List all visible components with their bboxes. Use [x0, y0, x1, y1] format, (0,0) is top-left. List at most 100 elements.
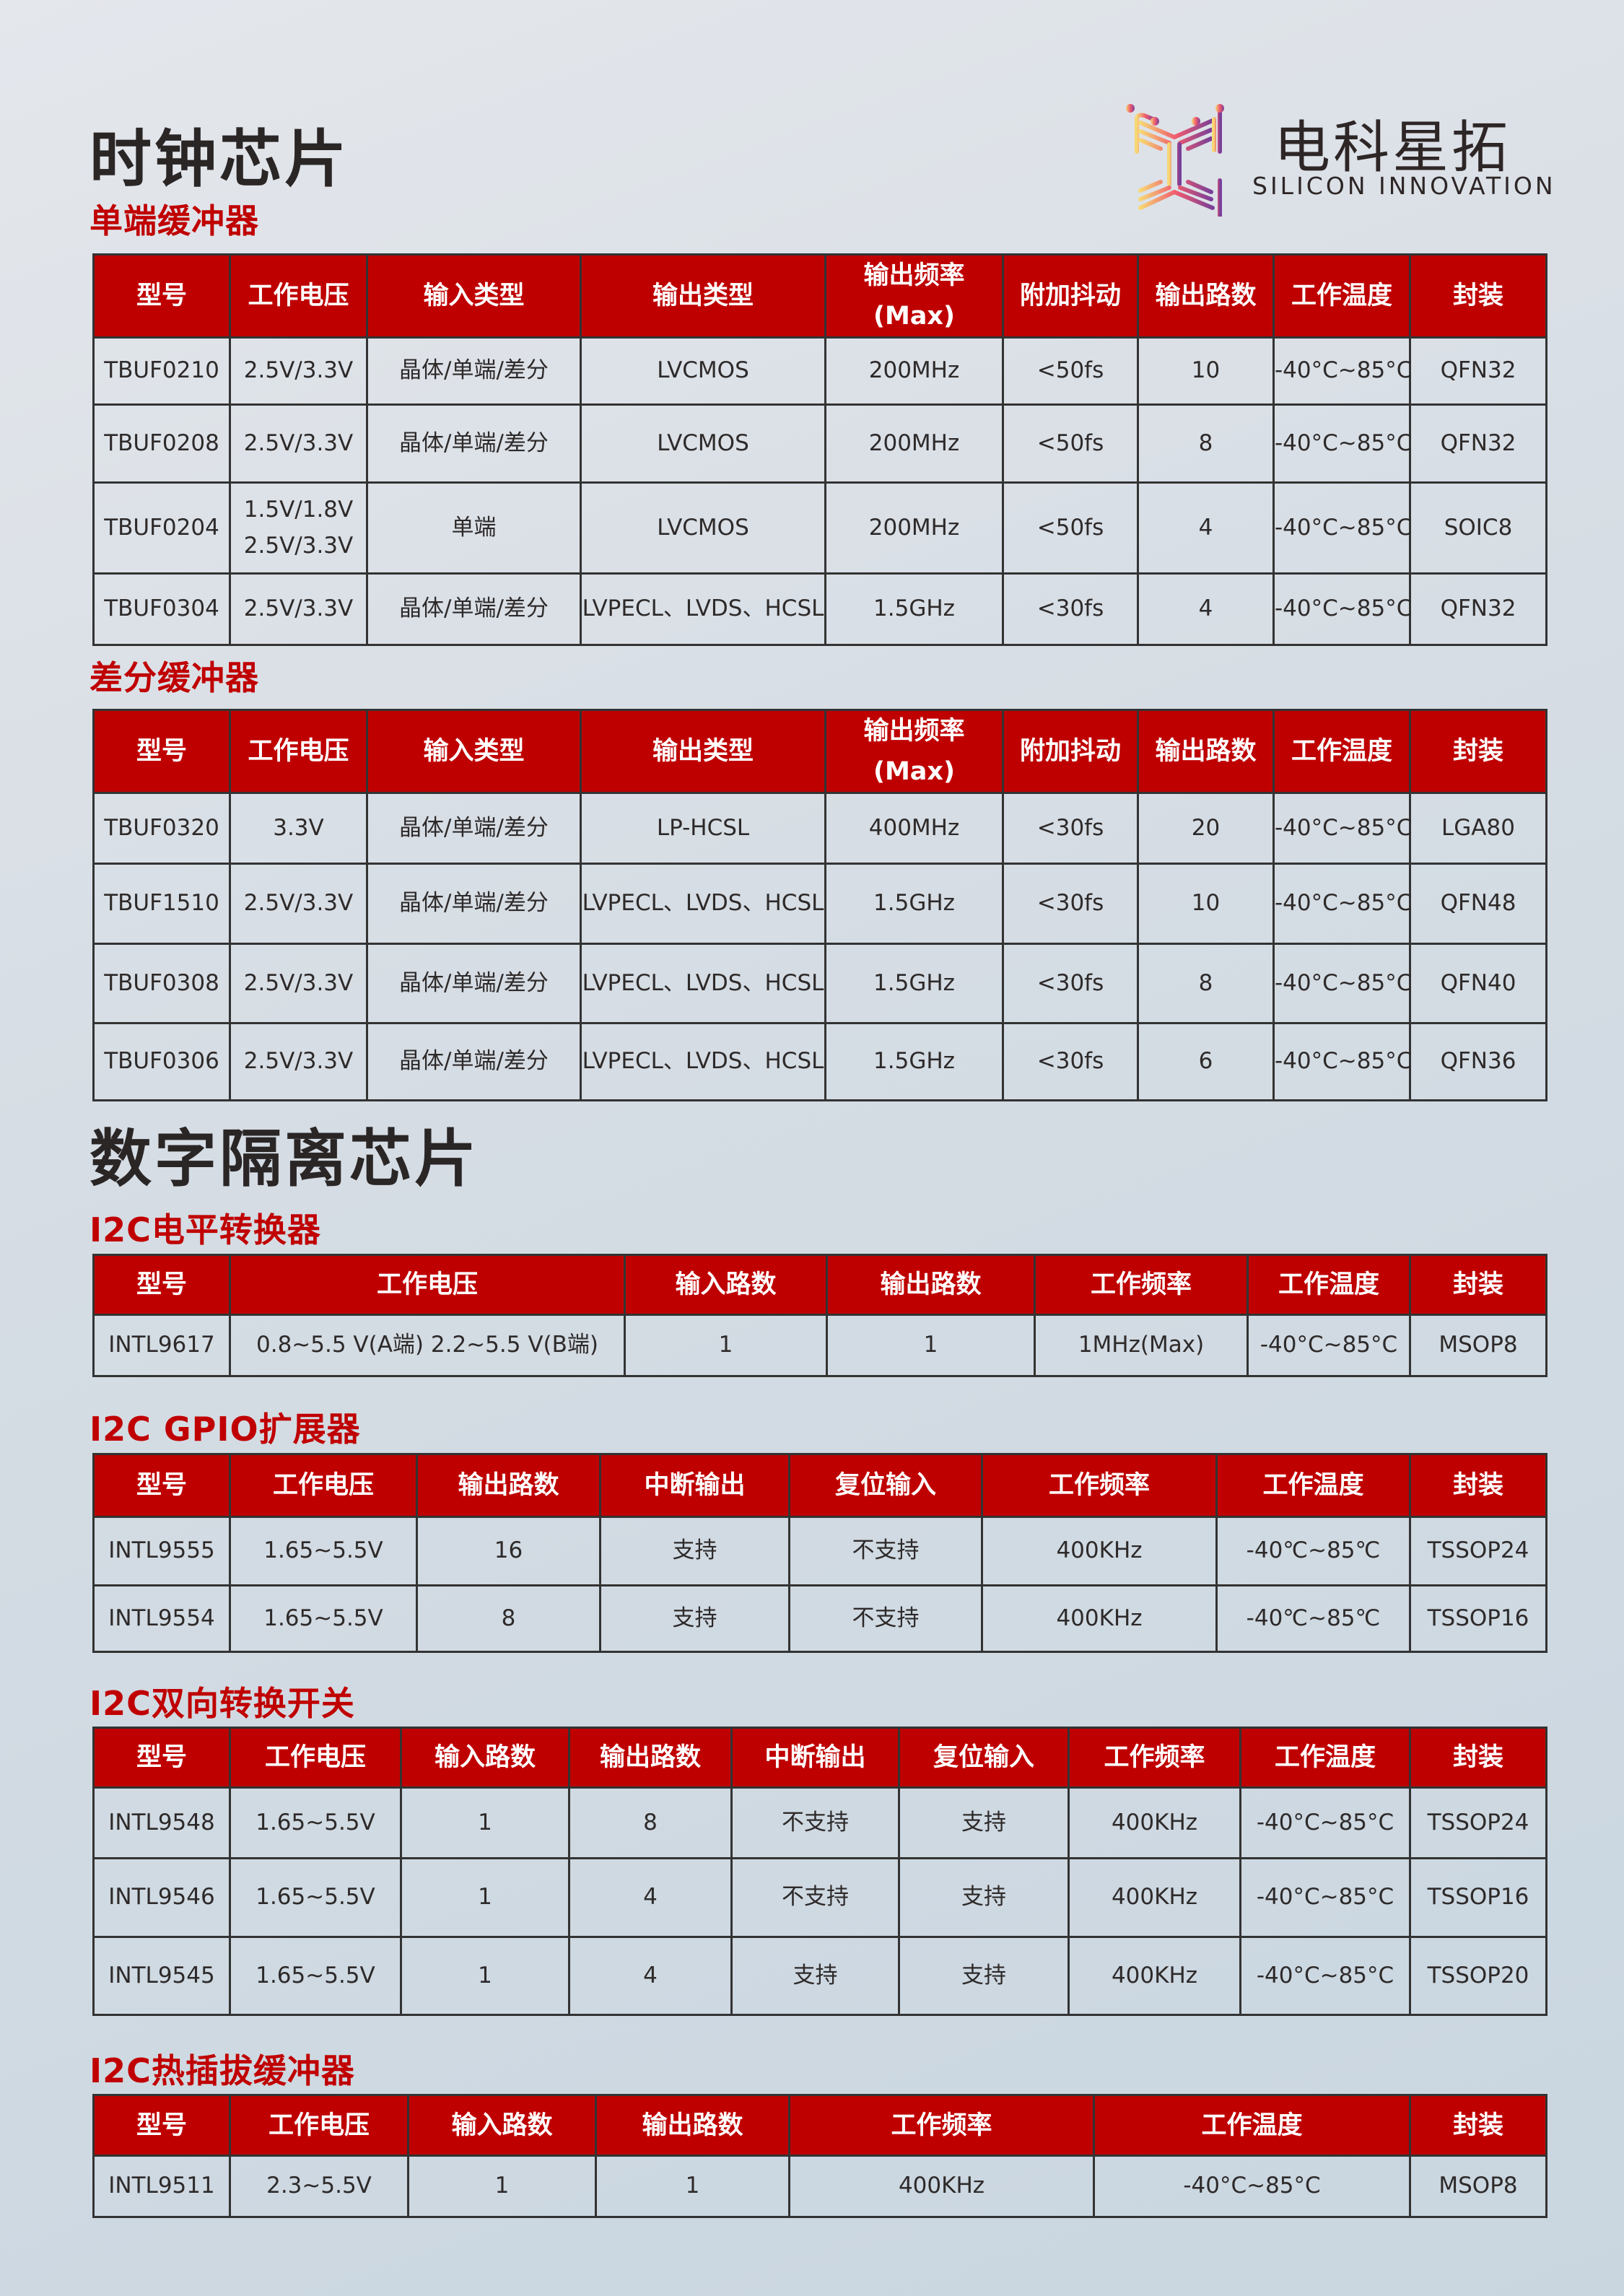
table-cell: QFN32 [1409, 336, 1547, 406]
table-cell: 2.5V/3.3V [229, 863, 368, 945]
table-cell: -40°C~85°C [1272, 572, 1412, 646]
column-header: 工作电压 [229, 1453, 418, 1518]
table-cell: 支持 [898, 1786, 1070, 1859]
table-cell: -40°C~85°C [1272, 943, 1412, 1024]
column-header: 封装 [1409, 709, 1547, 794]
table-cell: 支持 [730, 1936, 900, 2016]
table-cell: 1.65~5.5V [229, 1786, 402, 1859]
column-header: 工作温度 [1272, 709, 1411, 794]
column-header: 工作频率 [1068, 1727, 1241, 1789]
table-cell: 1 [407, 2155, 597, 2218]
table-row: TBUF0308 2.5V/3.3V 晶体/单端/差分 LVPECL、LVDS、HCS… [92, 943, 1547, 1024]
subsection-title: 差分缓冲器 [90, 658, 259, 697]
section-title: 时钟芯片 [90, 123, 349, 196]
table-header-row: 型号 工作电压 输出路数 中断输出 复位输入 工作频率 工作温度 封装 [92, 1453, 1547, 1518]
column-header: 复位输入 [788, 1453, 983, 1518]
table-cell: 8 [1137, 403, 1275, 484]
table-cell: INTL9545 [92, 1936, 231, 2016]
table-cell: -40°C~85°C [1272, 403, 1412, 484]
subsection-title: I2C电平转换器 [90, 1210, 321, 1249]
table-cell: 8 [568, 1786, 733, 1859]
table-row: TBUF0208 2.5V/3.3V 晶体/单端/差分 LVCMOS 200MHz <50… [92, 403, 1547, 484]
column-header: 封装 [1409, 253, 1547, 339]
table-cell: LVPECL、LVDS、HCSL [580, 1022, 826, 1101]
table-cell: INTL9548 [92, 1786, 231, 1859]
spec-table: 型号 工作电压 输出路数 中断输出 复位输入 工作频率 工作温度 封装 INTL9555 1.65… [92, 1453, 1547, 1653]
table-cell: 1 [826, 1314, 1036, 1377]
table-cell: 晶体/单端/差分 [366, 1022, 582, 1101]
table-cell: 1.65~5.5V [229, 1857, 402, 1938]
table-cell: 支持 [599, 1516, 790, 1586]
table-cell: -40°C~85°C [1239, 1936, 1411, 2016]
table-cell: TSSOP24 [1409, 1786, 1547, 1859]
table-cell: 1 [595, 2155, 790, 2218]
table-row: INTL9617 0.8~5.5 V(A端) 2.2~5.5 V(B端) 1 1 1MH… [92, 1314, 1547, 1377]
table-cell: INTL9554 [92, 1584, 231, 1653]
table-row: INTL9511 2.3~5.5V 1 1 400KHz -40°C~85°C MSOP8 [92, 2155, 1547, 2218]
table-cell: <30fs [1002, 572, 1139, 646]
table-cell: TBUF0304 [92, 572, 231, 646]
column-header: 输入路数 [624, 1254, 828, 1316]
table-cell: 1.5V/1.8V 2.5V/3.3V [229, 481, 368, 575]
table-cell: -40°C~85°C [1239, 1857, 1411, 1938]
column-header: 工作温度 [1272, 253, 1411, 339]
column-header: 封装 [1409, 2094, 1547, 2157]
spec-table: 型号 工作电压 输入类型 输出类型 输出频率(Max) 附加抖动 输出路数 工作温度 封装 TBU… [92, 709, 1547, 1101]
table-row: TBUF0210 2.5V/3.3V 晶体/单端/差分 LVCMOS 200MHz <50… [92, 336, 1547, 406]
subsection-title: I2C GPIO扩展器 [90, 1410, 361, 1449]
table-cell: -40°C~85°C [1272, 336, 1412, 406]
table-cell: TSSOP16 [1409, 1857, 1547, 1938]
table-cell: 单端 [366, 481, 582, 575]
table-row: INTL9545 1.65~5.5V 1 4 支持 支持 400KHz -40°C~85°C T… [92, 1936, 1547, 2016]
column-header: 输出频率(Max) [824, 253, 1004, 339]
table-cell: 支持 [898, 1857, 1070, 1938]
table-cell: 200MHz [824, 403, 1004, 484]
table-cell: TBUF0320 [92, 792, 231, 865]
table-cell: LVCMOS [580, 481, 826, 575]
table-cell: 1.5GHz [824, 1022, 1004, 1101]
column-header: 工作温度 [1093, 2094, 1411, 2157]
table-cell: MSOP8 [1409, 2155, 1547, 2218]
table-cell: 400KHz [981, 1516, 1218, 1586]
column-header: 工作电压 [229, 253, 368, 339]
table-row: TBUF0320 3.3V 晶体/单端/差分 LP-HCSL 400MHz <30fs 20… [92, 792, 1547, 865]
table-cell: -40°C~85°C [1272, 792, 1412, 865]
table-cell: INTL9511 [92, 2155, 231, 2218]
table-cell: TBUF1510 [92, 863, 231, 945]
column-header: 工作频率 [788, 2094, 1095, 2157]
column-header: 复位输入 [898, 1727, 1070, 1789]
column-header: 中断输出 [730, 1727, 900, 1789]
table-cell: TBUF0308 [92, 943, 231, 1024]
column-header: 工作温度 [1239, 1727, 1411, 1789]
table-row: INTL9548 1.65~5.5V 1 8 不支持 支持 400KHz -40°C~85°C… [92, 1786, 1547, 1859]
table-cell: LVCMOS [580, 336, 826, 406]
column-header: 输出类型 [580, 709, 826, 794]
table-cell: 晶体/单端/差分 [366, 403, 582, 484]
table-cell: 1.65~5.5V [229, 1516, 418, 1586]
table-cell: <30fs [1002, 792, 1139, 865]
table-cell: 4 [568, 1936, 733, 2016]
table-cell: LGA80 [1409, 792, 1547, 865]
table-cell: 1 [400, 1786, 570, 1859]
table-cell: 1MHz(Max) [1034, 1314, 1249, 1377]
table-cell: 晶体/单端/差分 [366, 336, 582, 406]
table-header-row: 型号 工作电压 输入路数 输出路数 工作频率 工作温度 封装 [92, 1254, 1547, 1316]
table-cell: TSSOP16 [1409, 1584, 1547, 1653]
column-header: 工作温度 [1247, 1254, 1411, 1316]
table-cell: 2.5V/3.3V [229, 403, 368, 484]
table-cell: 4 [1137, 572, 1275, 646]
table-cell: 0.8~5.5 V(A端) 2.2~5.5 V(B端) [229, 1314, 626, 1377]
column-header: 输入类型 [366, 709, 582, 794]
table-row: TBUF1510 2.5V/3.3V 晶体/单端/差分 LVPECL、LVDS、HCS… [92, 863, 1547, 945]
table-cell: LVCMOS [580, 403, 826, 484]
column-header: 输出路数 [1137, 709, 1275, 794]
table-cell: QFN32 [1409, 572, 1547, 646]
column-header: 封装 [1409, 1727, 1547, 1789]
column-header: 工作温度 [1215, 1453, 1411, 1518]
table-cell: 支持 [599, 1584, 790, 1653]
table-cell: -40°C~85°C [1272, 863, 1412, 945]
table-row: TBUF0306 2.5V/3.3V 晶体/单端/差分 LVPECL、LVDS、HCS… [92, 1022, 1547, 1101]
column-header: 输出类型 [580, 253, 826, 339]
table-cell: 2.5V/3.3V [229, 943, 368, 1024]
table-cell: INTL9546 [92, 1857, 231, 1938]
